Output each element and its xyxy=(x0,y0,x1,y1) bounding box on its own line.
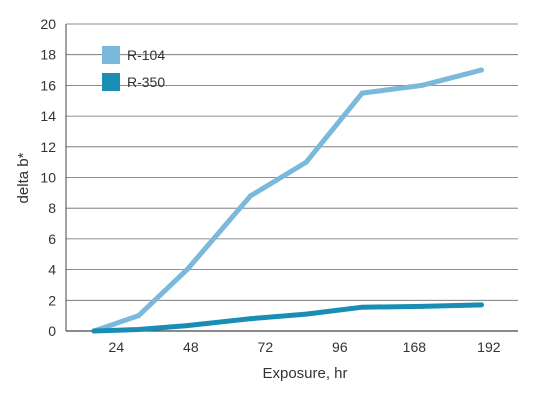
series-line-R-104 xyxy=(91,67,484,334)
grid-lines xyxy=(65,23,518,332)
data-point xyxy=(359,90,365,96)
y-tick-label: 4 xyxy=(48,262,56,278)
y-tick-label: 2 xyxy=(48,292,56,308)
legend-swatch xyxy=(102,46,120,64)
data-point xyxy=(478,67,484,73)
data-point xyxy=(136,326,142,332)
y-tick-label: 12 xyxy=(40,139,56,155)
data-point xyxy=(184,323,190,329)
x-tick-label: 72 xyxy=(258,339,274,355)
y-axis-title: delta b* xyxy=(15,152,32,203)
data-point xyxy=(303,159,309,165)
legend: R-104 R-350 xyxy=(102,46,165,91)
y-tick-label: 6 xyxy=(48,231,56,247)
data-point xyxy=(184,267,190,273)
data-point xyxy=(419,82,425,88)
x-axis-title: Exposure, hr xyxy=(262,365,347,382)
data-point xyxy=(478,302,484,308)
y-tick-label: 18 xyxy=(40,47,56,63)
y-tick-label: 8 xyxy=(48,200,56,216)
y-tick-label: 0 xyxy=(48,323,56,339)
x-tick-label: 192 xyxy=(477,339,501,355)
y-tick-label: 16 xyxy=(40,77,56,93)
x-tick-label: 24 xyxy=(109,339,125,355)
legend-label: R-350 xyxy=(127,74,165,90)
x-tick-label: 96 xyxy=(332,339,348,355)
series-lines xyxy=(91,67,484,334)
y-tick-label: 14 xyxy=(40,108,56,124)
series-line-R-350 xyxy=(91,302,484,334)
y-tick-label: 10 xyxy=(40,170,56,186)
y-tick-labels: 0 2 4 6 8 10 12 14 16 18 20 xyxy=(40,16,56,339)
x-tick-label: 48 xyxy=(183,339,199,355)
x-tick-label: 168 xyxy=(403,339,427,355)
data-point xyxy=(91,328,97,334)
legend-swatch xyxy=(102,73,120,91)
data-point xyxy=(247,316,253,322)
data-point xyxy=(303,311,309,317)
data-point xyxy=(359,304,365,310)
data-point xyxy=(419,303,425,309)
legend-label: R-104 xyxy=(127,47,165,63)
data-point xyxy=(247,193,253,199)
y-tick-label: 20 xyxy=(40,16,56,32)
x-tick-labels: 24487296168192216 xyxy=(109,339,501,355)
data-point xyxy=(136,313,142,319)
